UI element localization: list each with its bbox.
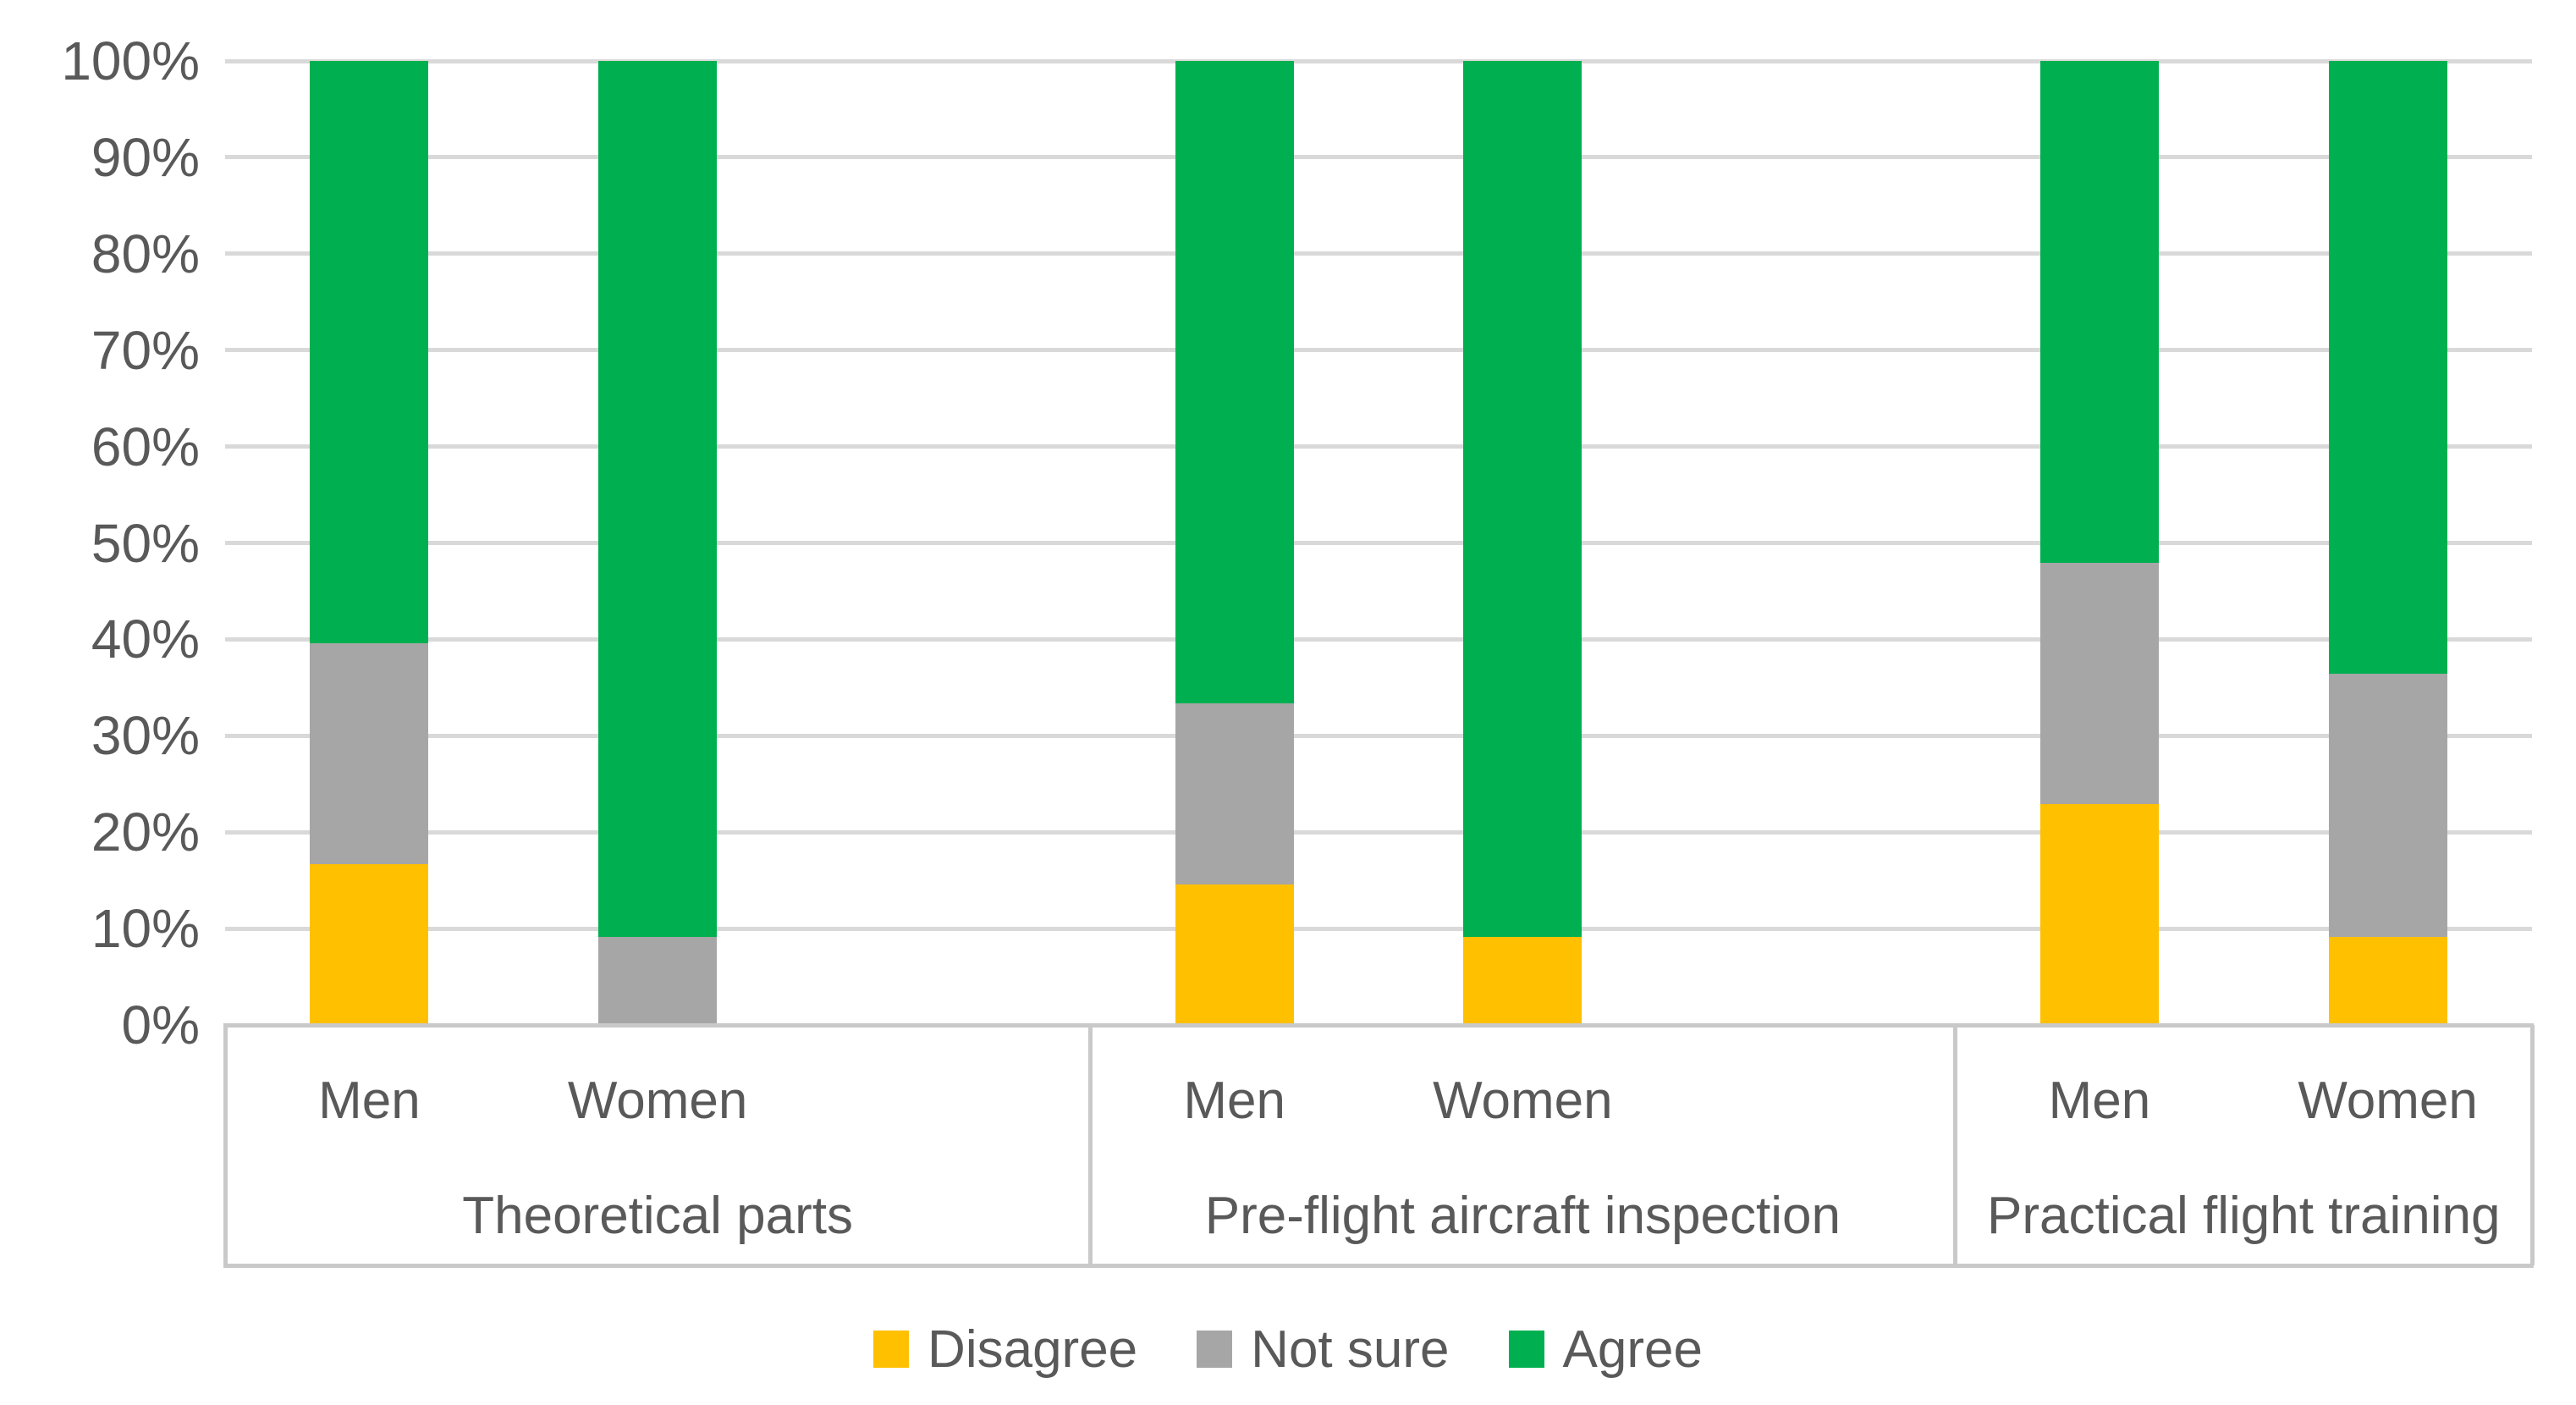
bar-segment-agree — [1175, 61, 1294, 703]
category-axis-divider — [2529, 1025, 2535, 1265]
gridline — [225, 926, 2532, 931]
category-label: Men — [1183, 1072, 1285, 1130]
category-axis-border — [223, 1022, 2534, 1028]
bar-segment-agree — [2039, 61, 2159, 564]
legend-label: Not sure — [1251, 1320, 1450, 1379]
y-axis-tick-label: 50% — [91, 512, 200, 574]
legend-label: Agree — [1562, 1320, 1703, 1379]
bar-segment-disagree — [2039, 804, 2159, 1025]
bar-segment-not-sure — [1175, 702, 1294, 884]
gridline — [225, 348, 2532, 353]
y-axis-tick-label: 70% — [91, 319, 200, 381]
y-axis-tick-label: 80% — [91, 223, 200, 284]
gridline — [225, 155, 2532, 160]
y-axis-tick-label: 0% — [121, 995, 201, 1055]
category-axis-divider — [223, 1025, 228, 1265]
bar-segment-agree — [2328, 61, 2447, 675]
category-axis-divider — [1087, 1025, 1093, 1265]
bar-segment-disagree — [2328, 937, 2447, 1025]
legend-swatch-not-sure — [1197, 1331, 1233, 1368]
y-axis-tick-label: 100% — [61, 30, 200, 91]
bar-segment-not-sure — [2328, 674, 2447, 938]
category-label: Women — [2298, 1072, 2478, 1130]
bar-segment-disagree — [1175, 884, 1294, 1025]
legend-swatch-agree — [1508, 1331, 1544, 1368]
gridline — [225, 636, 2532, 642]
category-axis-border — [223, 1263, 2534, 1268]
category-label: Men — [318, 1072, 421, 1130]
group-label: Practical flight training — [1987, 1187, 2501, 1245]
y-axis-tick-label: 90% — [91, 126, 200, 188]
legend-label: Disagree — [927, 1320, 1138, 1379]
gridline — [225, 541, 2532, 545]
legend-swatch-disagree — [873, 1331, 910, 1368]
gridline — [225, 251, 2532, 256]
bar-segment-not-sure — [2039, 563, 2159, 805]
bar-segment-disagree — [310, 863, 429, 1025]
group-label: Theoretical parts — [462, 1187, 853, 1245]
group-label: Pre-flight aircraft inspection — [1204, 1187, 1841, 1245]
category-label: Men — [2048, 1072, 2151, 1130]
category-axis-divider — [1953, 1025, 1957, 1265]
gridline — [225, 58, 2532, 63]
bar-segment-disagree — [1463, 937, 1582, 1025]
legend-item-agree: Agree — [1508, 1320, 1703, 1380]
bar-segment-not-sure — [310, 642, 429, 864]
category-label: Women — [1433, 1072, 1613, 1130]
legend-item-not-sure: Not sure — [1197, 1320, 1450, 1380]
y-axis-tick-label: 60% — [91, 416, 200, 477]
gridline — [225, 829, 2532, 835]
bar-segment-not-sure — [598, 937, 718, 1025]
bar-segment-agree — [1463, 61, 1582, 938]
y-axis-tick-label: 20% — [91, 802, 200, 863]
gridline — [225, 444, 2532, 449]
legend-item-disagree: Disagree — [873, 1320, 1137, 1380]
y-axis-tick-label: 10% — [91, 898, 200, 960]
legend: Disagree Not sure Agree — [0, 1314, 2576, 1385]
y-axis-tick-label: 30% — [91, 705, 200, 767]
gridline — [225, 733, 2532, 738]
bar-segment-agree — [598, 61, 718, 938]
bar-segment-agree — [310, 61, 429, 643]
y-axis-tick-label: 40% — [91, 609, 200, 670]
category-label: Women — [567, 1072, 748, 1130]
